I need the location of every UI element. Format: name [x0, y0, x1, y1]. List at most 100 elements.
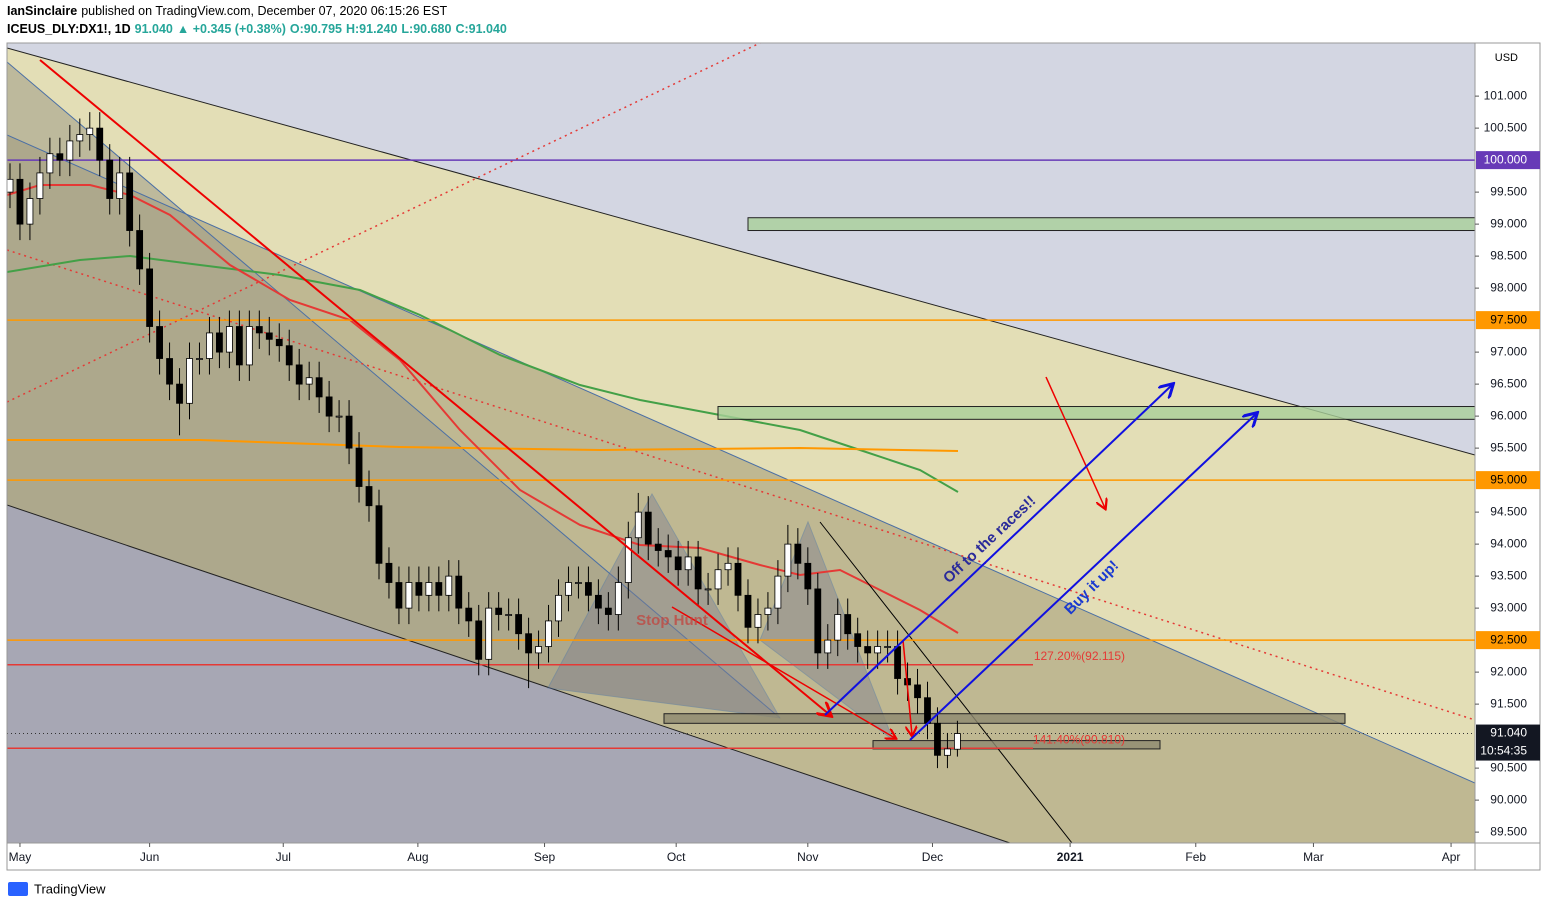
x-tick-label: Aug: [407, 850, 428, 864]
zone: [747, 217, 1475, 232]
candle-body: [285, 345, 293, 366]
candle-body: [854, 633, 862, 647]
y-tick-label: 97.000: [1490, 344, 1527, 358]
channel-line: [7, 47, 1475, 456]
x-tick-label: Jun: [140, 850, 159, 864]
candle-body: [664, 550, 672, 558]
ma-red: [7, 184, 959, 634]
y-tick-label: 94.000: [1490, 536, 1527, 550]
candle-body: [585, 582, 592, 596]
candle-body: [604, 607, 612, 615]
candle-body: [375, 505, 383, 564]
arrow: [909, 414, 1256, 741]
y-tick-label: 99.500: [1490, 184, 1527, 198]
candle-body: [325, 396, 333, 417]
background-drawings: [7, 43, 1475, 843]
candle-body: [535, 646, 542, 654]
wedge-line: [7, 61, 781, 719]
candle-body: [235, 326, 243, 366]
candle-body: [924, 697, 931, 724]
candle-body: [445, 575, 453, 596]
candle-body: [774, 575, 782, 609]
candle-body: [565, 582, 572, 596]
candle-body: [26, 198, 34, 225]
candle-body: [555, 594, 562, 622]
candle-body: [934, 722, 941, 756]
arrow: [1045, 376, 1105, 508]
candle-body: [46, 153, 54, 174]
candle-body: [884, 646, 892, 648]
channel-line: [7, 504, 1011, 843]
x-tick-label: Dec: [922, 850, 943, 864]
y-tick-label: 100.500: [1484, 120, 1528, 134]
candle-body: [525, 633, 532, 654]
symbol: ICEUS_DLY:DX1!, 1D: [7, 22, 131, 36]
candle-body: [56, 153, 64, 161]
candle-body: [794, 543, 802, 564]
fib-label: 127.20%(92.115): [1034, 649, 1125, 663]
countdown: 10:54:35: [1480, 744, 1527, 758]
y-tick-label: 93.500: [1490, 568, 1527, 582]
candle-body: [475, 620, 483, 660]
ohlc-low: L:90.680: [401, 22, 452, 36]
candle-body: [515, 614, 523, 635]
y-tick-label: 95.500: [1490, 440, 1527, 454]
level-label-bg: [1476, 151, 1540, 170]
mid-channel: [7, 135, 1475, 843]
dotted-trendline: [7, 249, 1475, 721]
x-tick-label: May: [9, 850, 32, 864]
trendline: [819, 521, 1073, 843]
candle-body: [624, 537, 632, 583]
candle-body: [704, 588, 712, 591]
candle-body: [674, 556, 682, 571]
arrow: [824, 385, 1172, 716]
arrow: [671, 606, 895, 738]
candle-body: [355, 447, 363, 487]
y-tick-label: 96.500: [1490, 376, 1527, 390]
frame: [6, 42, 1541, 871]
candles: [7, 112, 961, 769]
x-tick-label: Feb: [1185, 850, 1206, 864]
candle-body: [116, 172, 124, 199]
y-tick-label: 90.000: [1490, 792, 1527, 806]
candle-body: [545, 620, 552, 647]
candle-body: [126, 172, 134, 231]
annotation: Stop Hunt: [636, 612, 708, 629]
harmonic-pattern: [547, 492, 781, 719]
candle-body: [834, 614, 842, 641]
candle-body: [206, 332, 213, 359]
candle-body: [196, 358, 203, 360]
candle-body: [425, 582, 433, 596]
ohlc-high: H:91.240: [345, 22, 398, 36]
level-label: 100.000: [1484, 152, 1528, 166]
header-line: IanSinclaire published on TradingView.com…: [7, 4, 451, 18]
candle-body: [435, 582, 443, 596]
candle-body: [96, 127, 104, 161]
foreground-drawings: Stop Hunt Off to the races!! Buy it up!: [39, 59, 1256, 741]
y-tick-label: 94.500: [1490, 504, 1527, 518]
candle-body: [335, 415, 343, 418]
ohlc-open: O:90.795: [289, 22, 342, 36]
x-tick-label: Nov: [797, 850, 818, 864]
candle-body: [744, 594, 752, 628]
x-tick-label: Mar: [1303, 850, 1324, 864]
candle-body: [684, 556, 692, 571]
candle-body: [395, 582, 403, 609]
y-tick-label: 98.500: [1490, 248, 1527, 262]
ohlc-close: C:91.040: [455, 22, 507, 36]
candle-body: [345, 415, 353, 449]
candle-body: [694, 556, 702, 590]
candle-body: [505, 614, 513, 616]
candle-body: [764, 607, 772, 615]
candle-body: [365, 486, 373, 507]
footer: TradingView: [34, 881, 106, 896]
last: 91.040: [134, 22, 173, 36]
x-tick-label: Jul: [276, 850, 291, 864]
candle-body: [255, 326, 263, 334]
candle-body: [7, 178, 14, 193]
candle-body: [465, 607, 473, 622]
candle-body: [634, 511, 642, 539]
x-tick-label: 2021: [1057, 850, 1084, 864]
candle-body: [594, 594, 602, 609]
